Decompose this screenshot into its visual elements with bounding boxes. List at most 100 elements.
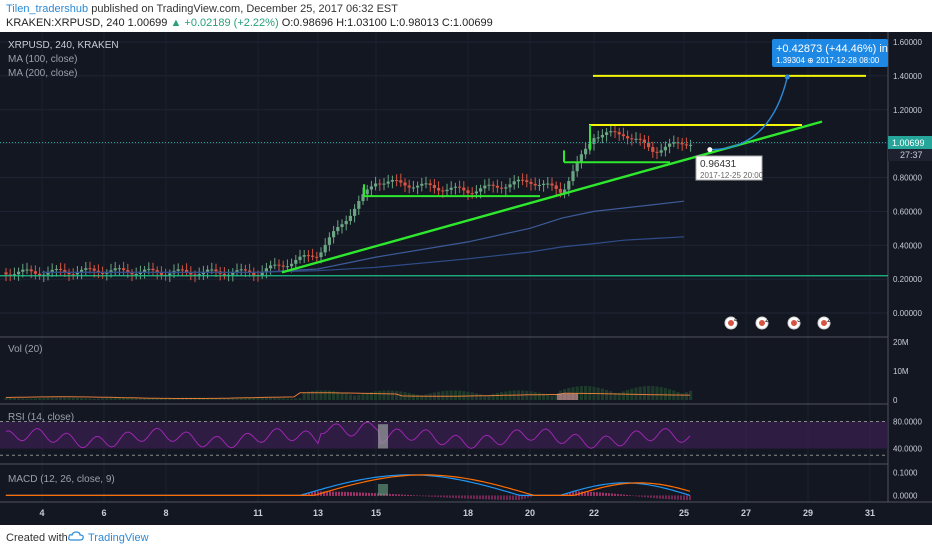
candle [80,269,84,273]
macd-histogram-bar [350,492,352,496]
volume-bar [218,398,222,400]
candle [12,274,16,276]
macd-histogram-bar [491,495,493,500]
candle [323,244,327,253]
candle [634,138,638,140]
price-chart[interactable]: 1.600001.400001.200001.000000.800000.600… [0,32,932,525]
candle [382,183,386,185]
macd-histogram-bar [641,495,643,497]
volume-bar [130,397,134,400]
cloud-logo-icon [68,531,84,541]
rsi-pane: 80.0000 40.0000 [0,418,922,456]
event-flag[interactable]: 2 [755,315,770,330]
volume-bar [273,397,277,400]
candle [348,215,352,221]
macd-histogram-bar [314,491,316,496]
candle [17,271,21,275]
volume-bar [29,398,33,400]
candle [437,187,441,191]
candle [222,273,226,276]
volume-bar [546,394,550,400]
volume-bar [357,394,361,400]
volume-bar [80,398,84,400]
candle [29,269,33,272]
event-flag[interactable]: 4 [724,315,739,330]
volume-bar [642,386,646,400]
legend-title: XRPUSD, 240, KRAKEN [8,40,119,51]
macd-histogram-bar [470,495,472,499]
candle [651,147,655,152]
candle [176,269,180,271]
volume-bar [344,393,348,400]
candle [504,187,508,189]
tradingview-link[interactable]: TradingView [88,532,149,544]
candle [344,220,348,225]
volume-bar [155,398,159,400]
event-flag[interactable]: 31 [787,315,806,330]
volume-bar [550,395,554,400]
candle [369,186,373,190]
macd-histogram-bar [404,494,406,496]
volume-bar [302,392,306,400]
candle [84,268,88,270]
point-tooltip [695,155,763,181]
volume-bar [319,390,323,400]
candle [46,272,50,275]
candle [134,273,138,275]
volume-bar [487,394,491,400]
point-date: 2017-12-25 20:00 [700,171,764,180]
macd-histogram-bar [365,492,367,496]
volume-bar [264,397,268,400]
volume-bar [613,392,617,400]
volume-bar [676,391,680,400]
volume-bar [609,391,613,400]
macd-histogram-bar [311,491,313,496]
volume-bar [378,390,382,400]
macd-histogram-bar [368,492,370,496]
flag-icon [791,320,797,326]
candle [407,185,411,188]
candle [525,180,529,183]
candle [306,255,310,257]
volume-bar [105,398,109,400]
candle [374,183,378,187]
vol-tick-label: 10M [893,367,909,376]
macd-histogram-bar [398,494,400,496]
candle [571,171,575,182]
macd-histogram-bar [683,495,685,500]
candle [584,148,588,155]
macd-histogram-bar [317,491,319,496]
candle [605,132,609,135]
volume-bar [147,398,151,400]
macd-histogram-bar [662,495,664,499]
author-link[interactable]: Tilen_tradershub [6,3,89,15]
projection-path [709,76,789,151]
candle [458,186,462,188]
volume-bar [369,392,373,400]
volume-bar [449,390,453,400]
candle [63,269,67,273]
macd-histogram-bar [680,495,682,500]
volume-bar [46,397,50,400]
candle [512,181,516,185]
candle [470,193,474,195]
price-axis-ticks: 1.600001.400001.200001.000000.800000.600… [893,38,922,318]
macd-histogram-bar [419,495,421,497]
svg-text:4: 4 [734,315,739,324]
rsi-line [5,421,691,450]
volume-bar [332,391,336,400]
volume-bar [269,397,273,400]
volume-bar [416,394,420,400]
volume-bar [638,386,642,400]
vol-legend: Vol (20) [8,344,42,355]
candle [449,187,453,190]
volume-bar [143,397,147,400]
volume-bar [647,385,651,400]
candle [521,179,525,181]
volume-bar [84,398,88,400]
event-flag[interactable]: 2 [817,315,832,330]
svg-text:2: 2 [827,315,832,324]
price-tick-label: 0.60000 [893,207,922,216]
candle [260,272,264,276]
candle [537,184,541,186]
